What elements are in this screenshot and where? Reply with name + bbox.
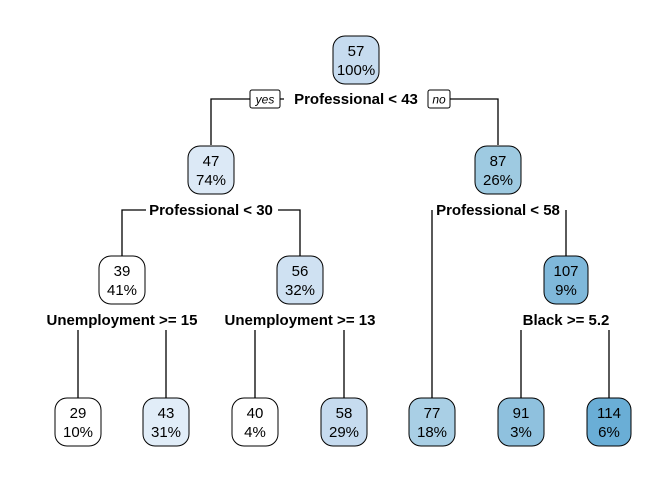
edge-s2-right	[278, 209, 301, 256]
node-percent-n2: 74%	[196, 172, 226, 189]
split-label-s3: Professional < 58	[436, 202, 560, 219]
split-label-s2: Professional < 30	[149, 202, 273, 219]
node-value-n5: 56	[292, 263, 309, 280]
edge-s1-right	[428, 98, 499, 145]
split-label-s4: Unemployment >= 15	[47, 312, 198, 329]
node-percent-n6: 18%	[417, 424, 447, 441]
tree-edges	[77, 98, 610, 398]
node-value-n9: 43	[158, 405, 175, 422]
node-value-n4: 39	[114, 263, 131, 280]
node-box-n2	[187, 145, 235, 195]
node-percent-n10: 4%	[244, 424, 266, 441]
node-value-n14: 91	[513, 405, 530, 422]
tree-node-n14: 913%	[497, 397, 545, 447]
tree-node-n1: 57 100%	[332, 35, 380, 85]
node-value-n7: 107	[553, 263, 578, 280]
split-label-s7: Black >= 5.2	[523, 312, 610, 329]
tree-nodes: 57100%4774%8726%3941%5632%1079%2910%4331…	[54, 35, 632, 447]
node-box-n14	[497, 397, 545, 447]
branch-tag-no: no	[432, 93, 446, 107]
tree-node-n10: 404%	[231, 397, 279, 447]
node-percent-n8: 10%	[63, 424, 93, 441]
node-percent-n1: 100%	[337, 62, 375, 79]
branch-tag-yes-box	[249, 89, 281, 109]
node-box-n4	[98, 255, 146, 305]
node-percent-n15: 6%	[598, 424, 620, 441]
branch-tag-yes: yes	[255, 93, 275, 107]
node-percent-n11: 29%	[329, 424, 359, 441]
node-box-n15	[586, 397, 632, 447]
node-value-n3: 87	[490, 153, 507, 170]
node-value-n6: 77	[424, 405, 441, 422]
node-box-n1	[332, 35, 380, 85]
node-value-n1: 57	[348, 43, 365, 60]
node-box-n9	[142, 397, 190, 447]
node-box-n5	[276, 255, 324, 305]
node-box-n7	[543, 255, 589, 305]
split-label-s5: Unemployment >= 13	[225, 312, 376, 329]
edge-s2-left	[121, 209, 146, 256]
node-value-n2: 47	[203, 153, 220, 170]
node-percent-n5: 32%	[285, 282, 315, 299]
node-value-n15: 114	[597, 405, 621, 422]
node-box-n3	[474, 145, 522, 195]
node-value-n10: 40	[247, 405, 264, 422]
node-percent-n4: 41%	[107, 282, 137, 299]
node-percent-n7: 9%	[555, 282, 577, 299]
node-box-n6	[408, 397, 456, 447]
split-labels: Professional < 43 Professional < 30 Profes…	[47, 91, 610, 329]
branch-tags: yes no	[249, 89, 451, 109]
node-percent-n14: 3%	[510, 424, 532, 441]
node-box-n11	[320, 397, 368, 447]
node-percent-n9: 31%	[151, 424, 181, 441]
node-box-n10	[231, 397, 279, 447]
node-percent-n3: 26%	[483, 172, 513, 189]
split-label-s1: Professional < 43	[294, 91, 418, 108]
node-value-n8: 29	[70, 405, 87, 422]
node-box-n8	[54, 397, 102, 447]
node-value-n11: 58	[336, 405, 353, 422]
branch-tag-no-box	[427, 89, 451, 109]
